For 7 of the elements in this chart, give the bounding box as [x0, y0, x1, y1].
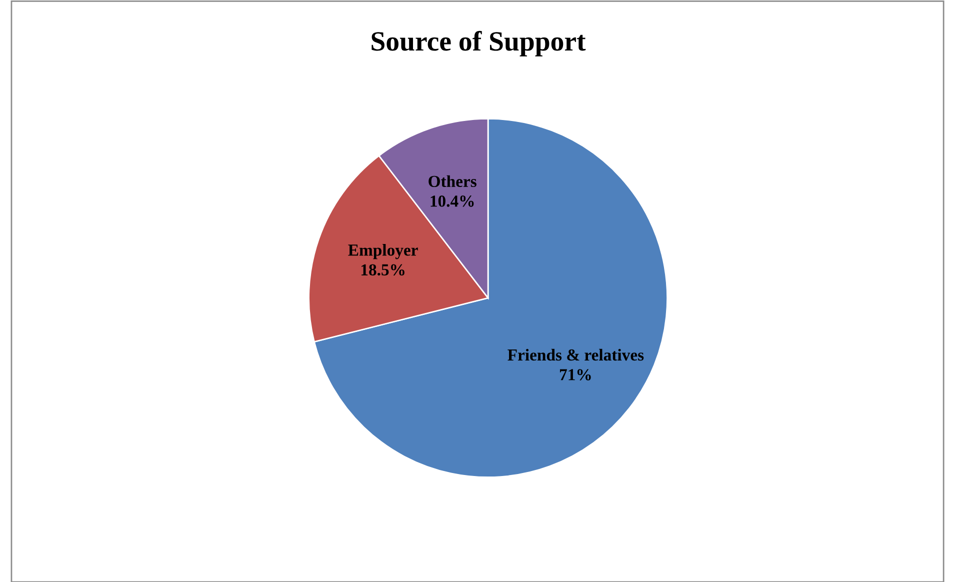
- data-label: 71%: [560, 369, 591, 380]
- chart-title: Source of Support: [372, 30, 586, 56]
- slice-label: Friends & relatives: [508, 348, 644, 361]
- data-label: 18.5%: [361, 264, 404, 276]
- slice-label: Others: [428, 175, 476, 188]
- data-label: 10.4%: [430, 196, 474, 207]
- slice-label: Employer: [348, 244, 418, 260]
